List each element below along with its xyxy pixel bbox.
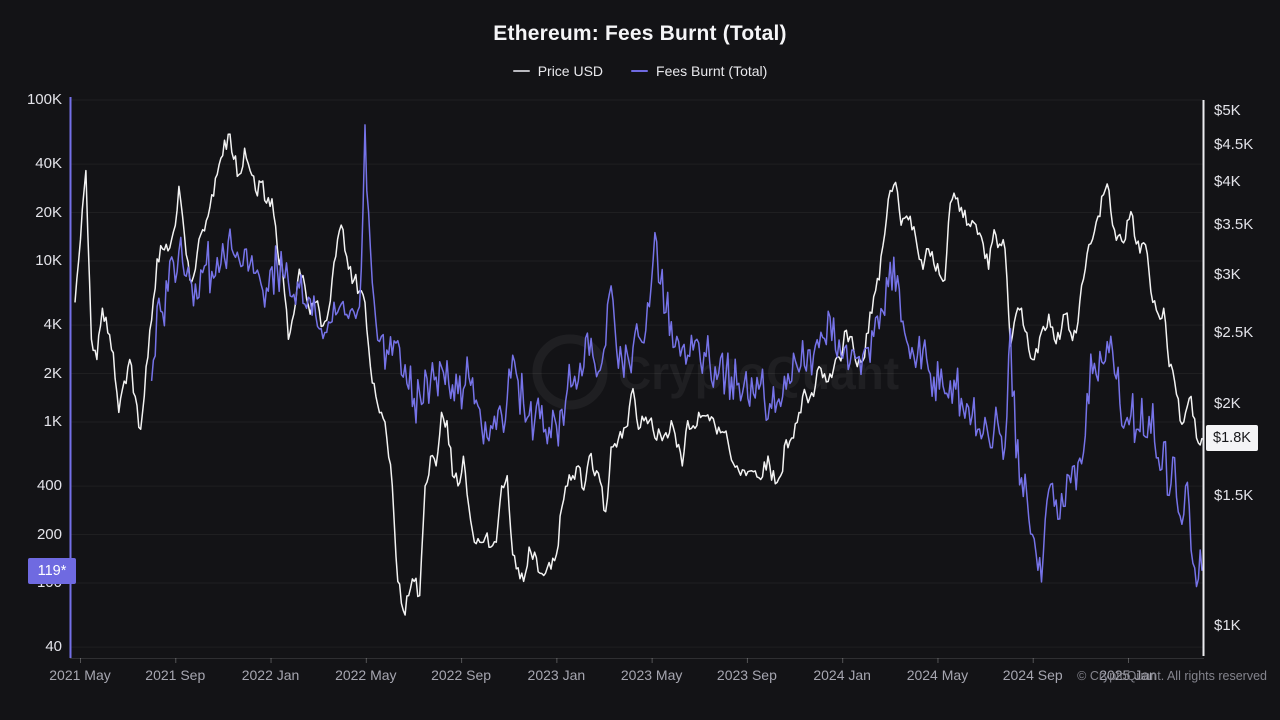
x-axis-label: 2021 May [49, 667, 111, 683]
legend-label-price: Price USD [537, 63, 604, 79]
y-axis-label-left: 4K [43, 316, 62, 334]
fees-current-value-badge: 119* [28, 557, 76, 584]
y-axis-label-right: $4.5K [1214, 135, 1254, 153]
svg-text:CryptoQuant: CryptoQuant [618, 347, 899, 399]
y-axis-label-right: $1.5K [1214, 487, 1254, 505]
y-axis-label-left: 2K [43, 364, 62, 382]
y-axis-label-right: $3K [1214, 265, 1241, 283]
fees-line-swatch [631, 70, 649, 72]
y-axis-label-left: 40K [35, 155, 62, 173]
y-axis-label-right: $1K [1214, 617, 1241, 635]
x-axis-label: 2023 May [620, 667, 683, 683]
y-axis-label-right: $3.5K [1214, 216, 1254, 234]
legend-item-price: Price USD [512, 63, 604, 79]
x-axis-label: 2022 Jan [241, 667, 300, 683]
price-usd-line [74, 133, 1203, 616]
legend-label-fees: Fees Burnt (Total) [656, 63, 768, 79]
y-axis-label-right: $2K [1214, 395, 1241, 413]
y-axis-label-left: 20K [35, 203, 62, 221]
y-axis-label-right: $4K [1214, 173, 1241, 191]
legend: Price USD Fees Burnt (Total) [0, 63, 1280, 79]
price-line-swatch [512, 70, 530, 72]
y-axis-label-left: 200 [36, 525, 62, 543]
y-axis-label-right: $2.5K [1214, 323, 1254, 341]
x-axis-label: 2024 Sep [1002, 667, 1063, 683]
y-axis-label-left: 1K [43, 413, 62, 430]
y-axis-label-left: 100K [26, 91, 62, 108]
chart-title: Ethereum: Fees Burnt (Total) [493, 22, 787, 45]
y-axis-label-left: 40 [45, 638, 62, 656]
x-axis-label: 2021 Sep [145, 667, 206, 683]
x-axis-label: 2023 Sep [716, 667, 777, 683]
copyright: © CryptoQuant. All rights reserved [1077, 669, 1267, 683]
price-current-value-badge: $1.8K [1206, 425, 1258, 451]
x-axis-label: 2024 Jan [813, 667, 871, 683]
x-axis-label: 2022 Sep [431, 667, 492, 683]
watermark-logo: CryptoQuant [532, 334, 899, 410]
x-axis-label: 2024 May [906, 667, 969, 683]
x-axis-label: 2025 Jan [1099, 667, 1157, 683]
y-axis-label-left: 10K [35, 252, 62, 269]
fees-burnt-line [150, 124, 1203, 588]
x-axis-label: 2022 May [335, 667, 397, 683]
y-axis-label-left: 400 [36, 477, 62, 495]
x-axis-label: 2023 Jan [527, 667, 586, 683]
y-axis-label-right: $5K [1214, 102, 1241, 119]
legend-item-fees: Fees Burnt (Total) [631, 63, 767, 79]
